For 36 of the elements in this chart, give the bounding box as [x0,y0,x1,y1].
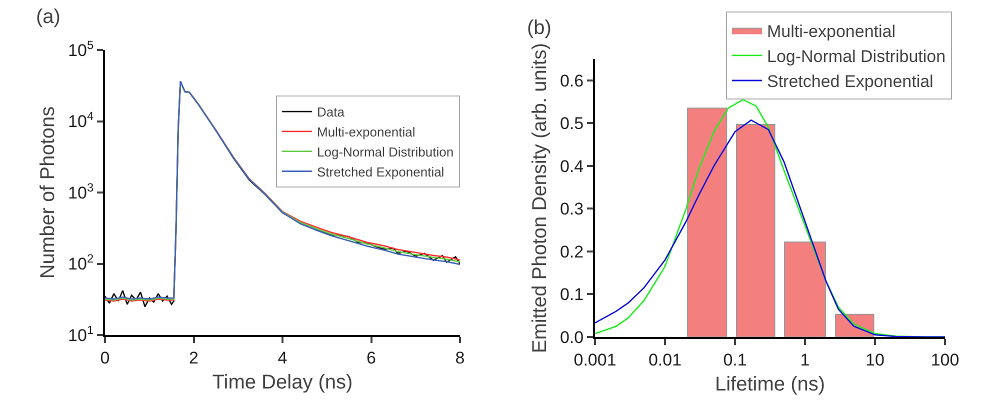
y-tick-label: 0.6 [560,71,584,90]
legend-label: Data [317,104,346,120]
y-tick-label: 0.5 [560,114,584,134]
legend-label: Multi-exponential [767,22,896,41]
x-tick-label: 0 [100,348,110,368]
x-tick-label: 0.1 [723,350,747,370]
x-tick-label: 8 [455,348,465,368]
y-tick-label: 10$^{2}$ [68,252,94,274]
y-tick-label: 0.3 [560,200,584,219]
legend-label: Log-Normal Distribution [317,144,454,160]
x-axis-title: Time Delay (ns) [212,371,353,394]
x-tick-label: 100 [930,350,960,370]
y-axis-title: Emitted Photon Density (arb. units) [528,42,551,354]
text: (a) [36,6,60,28]
x-tick-label: 1 [800,350,810,370]
y-tick-label: 0.0 [560,328,584,347]
y-tick-label: 10$^{1}$ [68,322,94,345]
x-tick-label: 0.001 [574,350,616,370]
y-tick-label: 0.2 [560,242,584,262]
y-axis-title: Number of Photons [37,106,60,279]
legend-label: Multi-exponential [317,124,416,140]
y-tick-label: 10$^{4}$ [68,109,94,132]
legend-label: Log-Normal Distribution [767,47,946,66]
x-tick-label: 10 [866,350,884,370]
legend-label: Stretched Exponential [767,72,934,92]
y-tick-label: 0.1 [560,285,584,304]
y-tick-label: 10$^{3}$ [68,180,94,202]
x-tick-label: 6 [366,348,376,368]
y-tick-label: 0.4 [560,156,584,176]
x-tick-label: 4 [278,348,288,368]
x-axis-title: Lifetime (ns) [714,373,826,396]
text: (b) [527,17,552,39]
x-tick-label: 0.01 [648,350,682,370]
legend-label: Stretched Exponential [317,164,444,180]
y-tick-label: 10$^{5}$ [68,38,94,60]
x-tick-label: 2 [189,348,198,368]
